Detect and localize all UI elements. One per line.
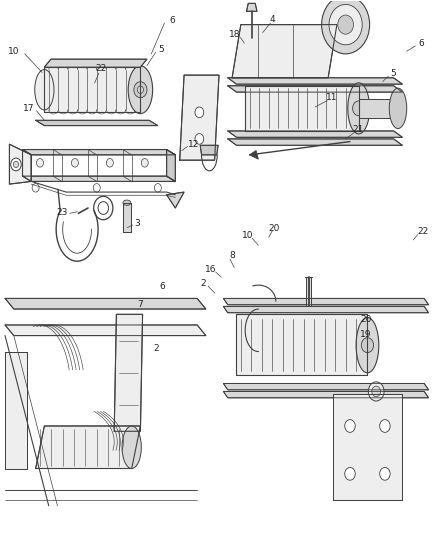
Text: 5: 5 [391,69,396,78]
Circle shape [93,183,100,192]
Circle shape [13,161,18,167]
Circle shape [195,107,204,118]
Text: 22: 22 [95,64,107,73]
Polygon shape [200,146,218,155]
Text: 10: 10 [242,231,253,240]
Polygon shape [359,99,398,118]
Polygon shape [237,314,367,375]
Text: 5: 5 [159,45,164,54]
Circle shape [32,183,39,192]
Text: 8: 8 [229,252,235,260]
Circle shape [338,15,353,34]
Polygon shape [22,176,175,181]
Text: 6: 6 [170,17,175,26]
Circle shape [361,338,374,353]
Circle shape [154,183,161,192]
Text: 19: 19 [360,330,371,339]
Circle shape [71,159,78,167]
Polygon shape [44,59,147,67]
Text: 23: 23 [56,208,67,217]
Circle shape [345,419,355,432]
Polygon shape [123,203,131,232]
Polygon shape [228,86,403,92]
Polygon shape [223,298,428,305]
Text: 20: 20 [269,224,280,233]
Polygon shape [332,394,403,500]
Ellipse shape [128,66,152,114]
Circle shape [380,467,390,480]
Ellipse shape [348,83,370,134]
Text: 7: 7 [138,300,143,309]
Polygon shape [247,3,257,11]
Polygon shape [223,306,428,313]
Polygon shape [306,277,311,306]
Text: 3: 3 [134,220,140,229]
Polygon shape [35,120,158,126]
Text: 22: 22 [417,228,428,237]
Polygon shape [22,150,175,155]
Circle shape [106,159,113,167]
Polygon shape [232,25,337,78]
Polygon shape [44,67,141,112]
Text: 21: 21 [352,125,364,134]
Text: 20: 20 [360,315,371,324]
Ellipse shape [123,200,131,205]
Circle shape [368,382,384,401]
Circle shape [372,386,381,397]
Text: 6: 6 [159,282,165,291]
Text: 12: 12 [188,140,199,149]
Polygon shape [22,150,31,181]
Polygon shape [35,426,141,469]
Circle shape [141,159,148,167]
Circle shape [195,134,204,144]
Text: 2: 2 [200,279,206,288]
Circle shape [134,82,147,98]
Polygon shape [245,86,359,131]
Circle shape [321,0,370,54]
Text: 4: 4 [269,15,275,24]
Polygon shape [223,383,428,390]
Text: 16: 16 [205,265,216,273]
Circle shape [329,4,362,45]
Text: 2: 2 [153,344,159,353]
Ellipse shape [356,318,379,373]
Polygon shape [223,391,428,398]
Polygon shape [5,352,27,469]
Circle shape [353,101,365,116]
Polygon shape [5,298,206,309]
Circle shape [36,159,43,167]
Polygon shape [228,139,403,146]
Polygon shape [114,314,143,431]
Polygon shape [228,131,403,138]
Circle shape [380,419,390,432]
Polygon shape [5,325,206,336]
Polygon shape [180,75,219,160]
Text: 18: 18 [229,30,240,39]
Circle shape [11,158,21,171]
Ellipse shape [35,69,54,110]
Text: 10: 10 [8,47,20,55]
Polygon shape [228,78,403,84]
Circle shape [138,86,144,93]
Text: 17: 17 [23,104,35,113]
Polygon shape [250,151,258,159]
Polygon shape [10,144,31,184]
Polygon shape [166,150,175,181]
Ellipse shape [122,426,141,469]
Text: 11: 11 [326,93,337,102]
Ellipse shape [389,88,407,128]
Text: 6: 6 [418,39,424,48]
Circle shape [345,467,355,480]
Polygon shape [166,192,184,208]
